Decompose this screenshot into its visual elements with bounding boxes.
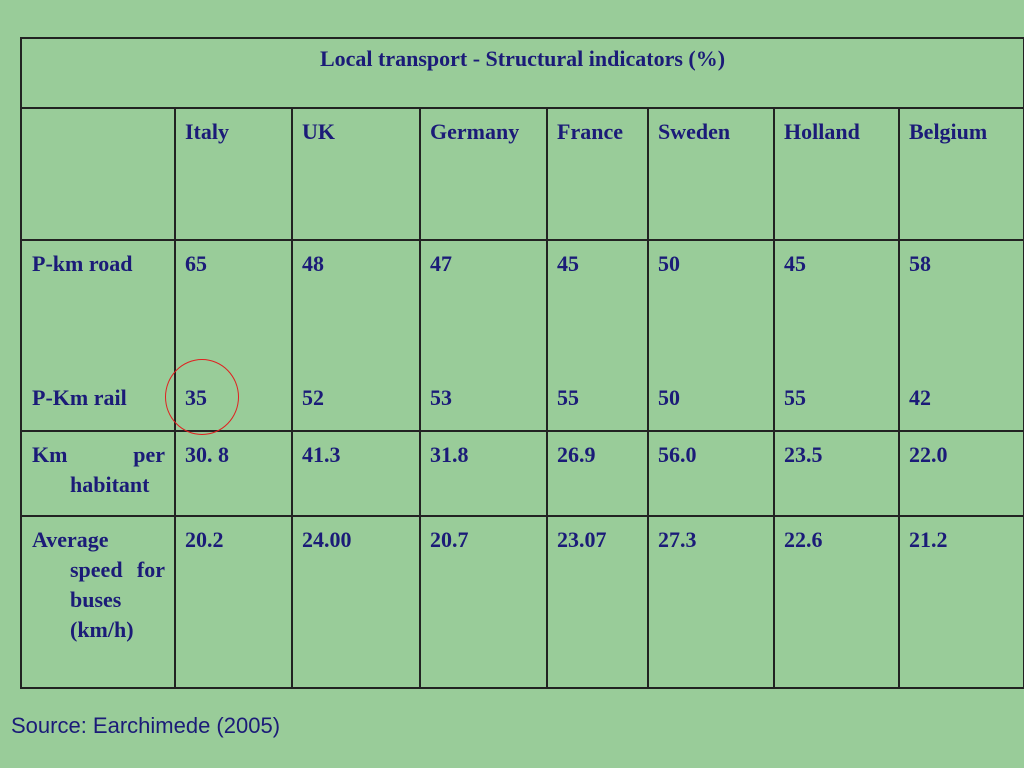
data-cell: 50 50 bbox=[647, 239, 775, 432]
data-cell: 23.07 bbox=[546, 515, 649, 689]
data-cell: 21.2 bbox=[898, 515, 1024, 689]
table-body: Local transport - Structural indicators … bbox=[20, 37, 1024, 689]
cell-value: 50 bbox=[658, 251, 680, 276]
data-cell: 26.9 bbox=[546, 430, 649, 517]
title-row: Local transport - Structural indicators … bbox=[20, 37, 1024, 109]
data-cell: 47 53 bbox=[419, 239, 548, 432]
row-label-text: P-Km rail bbox=[32, 385, 127, 410]
header-row: Italy UK Germany France Sweden Holland Belgium bbox=[20, 107, 1024, 241]
row-label-text: P-km road bbox=[32, 251, 133, 276]
column-header: France bbox=[546, 107, 649, 241]
data-cell: 45 55 bbox=[546, 239, 649, 432]
column-header: Germany bbox=[419, 107, 548, 241]
corner-cell bbox=[20, 107, 176, 241]
cell-value: 48 bbox=[302, 251, 324, 276]
data-cell: 23.5 bbox=[773, 430, 900, 517]
data-cell: 58 42 bbox=[898, 239, 1024, 432]
cell-value: 52 bbox=[302, 385, 324, 410]
data-cell: 41.3 bbox=[291, 430, 421, 517]
column-header: UK bbox=[291, 107, 421, 241]
data-row: Km per habitant 30. 8 41.3 31.8 26.9 56.0 23.5… bbox=[20, 430, 1024, 517]
row-label: Km per habitant bbox=[20, 430, 176, 517]
cell-value: 65 bbox=[185, 251, 207, 276]
cell-value: 45 bbox=[557, 251, 579, 276]
cell-value: 53 bbox=[430, 385, 452, 410]
cell-value: 47 bbox=[430, 251, 452, 276]
cell-value: 55 bbox=[557, 385, 579, 410]
cell-value: 58 bbox=[909, 251, 931, 276]
data-cell: 22.6 bbox=[773, 515, 900, 689]
data-cell: 31.8 bbox=[419, 430, 548, 517]
data-cell: 20.7 bbox=[419, 515, 548, 689]
row-label: P-km road P-Km rail bbox=[20, 239, 176, 432]
column-header: Belgium bbox=[898, 107, 1024, 241]
cell-value: 42 bbox=[909, 385, 931, 410]
data-cell: 24.00 bbox=[291, 515, 421, 689]
cell-value: 55 bbox=[784, 385, 806, 410]
data-table: Local transport - Structural indicators … bbox=[20, 37, 1024, 689]
data-cell: 27.3 bbox=[647, 515, 775, 689]
cell-value: 50 bbox=[658, 385, 680, 410]
row-label: Average speed for buses (km/h) bbox=[20, 515, 176, 689]
data-cell: 45 55 bbox=[773, 239, 900, 432]
highlight-circle bbox=[165, 359, 239, 435]
data-cell: 22.0 bbox=[898, 430, 1024, 517]
data-cell: 30. 8 bbox=[174, 430, 293, 517]
column-header: Italy bbox=[174, 107, 293, 241]
data-row: Average speed for buses (km/h) 20.2 24.00 2… bbox=[20, 515, 1024, 689]
source-note: Source: Earchimede (2005) bbox=[11, 713, 281, 738]
table-title: Local transport - Structural indicators … bbox=[20, 37, 1024, 109]
data-cell: 48 52 bbox=[291, 239, 421, 432]
data-cell: 56.0 bbox=[647, 430, 775, 517]
data-cell: 20.2 bbox=[174, 515, 293, 689]
cell-value: 45 bbox=[784, 251, 806, 276]
column-header: Holland bbox=[773, 107, 900, 241]
column-header: Sweden bbox=[647, 107, 775, 241]
